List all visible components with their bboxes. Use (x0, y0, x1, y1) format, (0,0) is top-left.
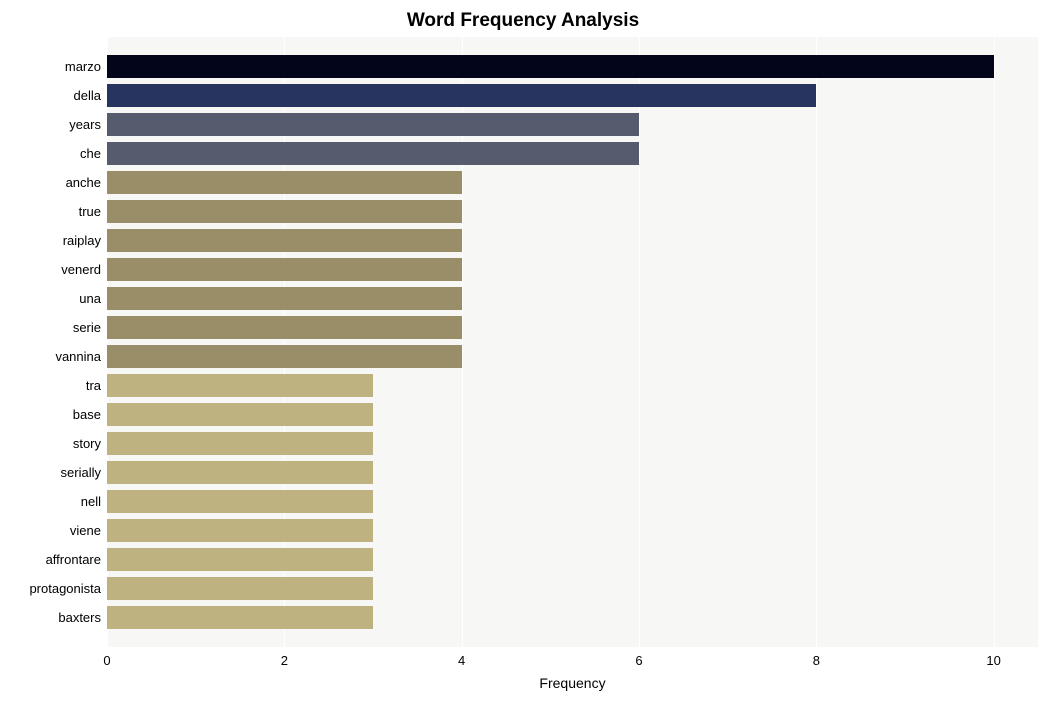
bar (107, 606, 373, 629)
gridline (816, 37, 817, 647)
y-tick-label: serie (73, 320, 101, 335)
x-tick-label: 4 (458, 653, 465, 668)
y-tick-label: anche (66, 175, 101, 190)
x-tick-label: 6 (635, 653, 642, 668)
x-tick-label: 10 (986, 653, 1000, 668)
gridline (994, 37, 995, 647)
y-tick-label: years (69, 117, 101, 132)
y-tick-label: viene (70, 523, 101, 538)
y-tick-label: una (79, 291, 101, 306)
bar (107, 490, 373, 513)
bar (107, 229, 462, 252)
bar (107, 403, 373, 426)
y-tick-label: tra (86, 378, 101, 393)
y-tick-label: protagonista (29, 581, 101, 596)
chart-title: Word Frequency Analysis (0, 10, 1046, 32)
plot-area (107, 37, 1038, 647)
y-tick-label: serially (61, 465, 101, 480)
y-tick-label: affrontare (46, 552, 101, 567)
bar (107, 55, 994, 78)
y-tick-label: che (80, 146, 101, 161)
bar (107, 113, 639, 136)
bar (107, 171, 462, 194)
y-tick-label: true (79, 204, 101, 219)
y-tick-label: della (74, 88, 101, 103)
bar (107, 200, 462, 223)
x-tick-label: 8 (813, 653, 820, 668)
y-tick-label: marzo (65, 59, 101, 74)
x-axis-label: Frequency (107, 675, 1038, 691)
bar (107, 258, 462, 281)
bar (107, 142, 639, 165)
y-tick-label: raiplay (63, 233, 101, 248)
x-tick-label: 0 (103, 653, 110, 668)
bar (107, 519, 373, 542)
bar (107, 84, 816, 107)
bar (107, 374, 373, 397)
bar (107, 345, 462, 368)
bar (107, 461, 373, 484)
x-tick-label: 2 (281, 653, 288, 668)
bar (107, 432, 373, 455)
y-tick-label: venerd (61, 262, 101, 277)
bar (107, 316, 462, 339)
word-frequency-chart: Word Frequency Analysis Frequency 0 2 4 6 8 1… (0, 0, 1046, 701)
y-tick-label: nell (81, 494, 101, 509)
y-tick-label: baxters (58, 610, 101, 625)
y-tick-label: vannina (55, 349, 101, 364)
y-tick-label: base (73, 407, 101, 422)
gridline (639, 37, 640, 647)
bar (107, 548, 373, 571)
bar (107, 287, 462, 310)
bar (107, 577, 373, 600)
y-tick-label: story (73, 436, 101, 451)
